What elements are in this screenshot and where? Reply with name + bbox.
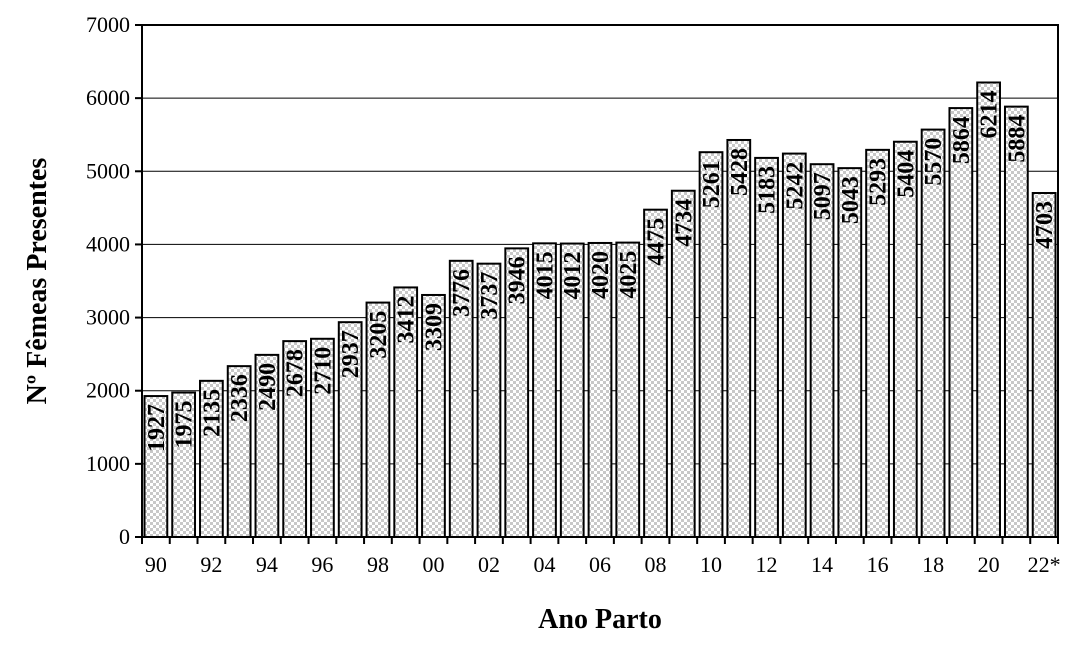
y-tick-label: 6000 (86, 85, 130, 110)
y-axis-title: Nº Fêmeas Presentes (22, 158, 53, 405)
bar-16 (866, 150, 889, 537)
y-tick-label: 3000 (86, 305, 130, 330)
bar-value-label: 3309 (421, 303, 447, 351)
bar-17 (894, 142, 917, 537)
bar-value-label: 2336 (227, 374, 253, 422)
bar-value-label: 4015 (532, 251, 558, 299)
y-tick-label: 5000 (86, 158, 130, 183)
bar-value-label: 4020 (588, 251, 614, 299)
x-axis: 90 92 94 96 98 00 02 04 06 08 10 12 14 16 18 20 22* (142, 537, 1061, 577)
x-axis-title: Ano Parto (538, 604, 662, 635)
bar-value-label: 3205 (366, 311, 392, 359)
bar-value-label: 4703 (1032, 201, 1058, 249)
y-axis: 0 1000 2000 3000 4000 5000 6000 7000 (86, 12, 142, 549)
bar-value-label: 2490 (255, 363, 281, 411)
x-tick-label: 96 (311, 552, 333, 577)
y-tick-label: 4000 (86, 231, 130, 256)
bar-11 (727, 140, 750, 537)
bar-value-label: 4012 (560, 252, 586, 300)
bar-value-label: 5428 (727, 148, 753, 196)
x-tick-label: 92 (200, 552, 222, 577)
x-tick-label: 14 (811, 552, 833, 577)
bar-value-label: 5404 (893, 150, 919, 198)
y-tick-label: 7000 (86, 12, 130, 37)
bar-value-label: 3412 (394, 295, 420, 343)
bar-13 (783, 154, 806, 537)
bar-value-label: 3946 (505, 256, 531, 304)
bar-value-label: 2678 (283, 349, 309, 397)
bar-value-label: 3776 (449, 269, 475, 317)
bar-value-label: 1927 (144, 404, 170, 452)
bar-value-label: 5864 (949, 116, 975, 164)
bar-value-label: 5043 (838, 176, 864, 224)
bar-value-label: 2937 (338, 330, 364, 378)
bar-value-label: 5293 (866, 158, 892, 206)
y-tick-label: 0 (119, 524, 130, 549)
x-tick-label: 00 (422, 552, 444, 577)
bar-18 (922, 130, 945, 537)
x-tick-label: 16 (867, 552, 889, 577)
x-tick-label: 18 (922, 552, 944, 577)
x-tick-label: 12 (756, 552, 778, 577)
bar-value-label: 5261 (699, 160, 725, 208)
x-tick-label: 06 (589, 552, 611, 577)
bar-value-label: 5884 (1004, 115, 1030, 163)
bar-21 (1005, 107, 1028, 537)
x-tick-label: 98 (367, 552, 389, 577)
x-tick-label: 22* (1028, 552, 1061, 577)
x-tick-label: 94 (256, 552, 278, 577)
bar-value-label: 6214 (977, 90, 1003, 138)
y-tick-label: 1000 (86, 451, 130, 476)
x-tick-label: 90 (145, 552, 167, 577)
bar-value-label: 3737 (477, 272, 503, 320)
bar-value-label: 5183 (755, 166, 781, 214)
bar-value-label: 4734 (671, 199, 697, 247)
bar-value-label: 5570 (921, 138, 947, 186)
bar-19 (949, 108, 972, 537)
bar-10 (700, 152, 723, 537)
bar-value-label: 5097 (810, 172, 836, 220)
x-tick-label: 02 (478, 552, 500, 577)
x-tick-label: 10 (700, 552, 722, 577)
bar-value-label: 5242 (782, 162, 808, 210)
y-tick-label: 2000 (86, 378, 130, 403)
x-tick-label: 08 (645, 552, 667, 577)
x-tick-label: 04 (533, 552, 555, 577)
bar-value-label: 2135 (199, 389, 225, 437)
x-tick-label: 20 (978, 552, 1000, 577)
bar-value-label: 2710 (310, 347, 336, 395)
bar-value-label: 1975 (172, 401, 198, 449)
bar-20 (977, 82, 1000, 537)
bar-value-label: 4025 (616, 251, 642, 299)
bar-value-label: 4475 (644, 218, 670, 266)
